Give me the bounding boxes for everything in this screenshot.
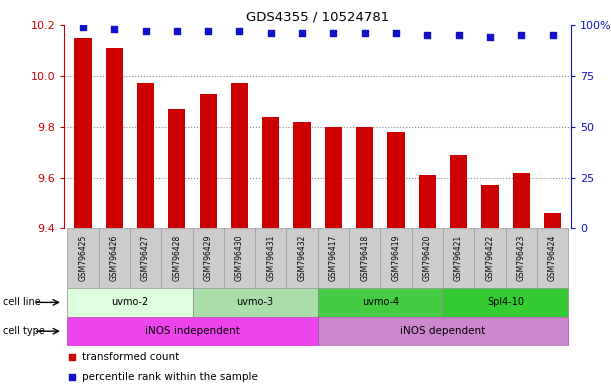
Point (485, 34, 495, 40)
Bar (443, 228, 474, 288)
Bar (419, 175, 436, 228)
Bar (255, 228, 287, 288)
Text: uvmo-3: uvmo-3 (236, 297, 274, 308)
Bar (318, 228, 349, 288)
Bar (67, 228, 98, 288)
Point (297, 30, 307, 36)
Bar (293, 122, 310, 228)
Text: GSM796419: GSM796419 (392, 235, 400, 281)
Bar (137, 83, 154, 228)
Point (391, 30, 401, 36)
Point (235, 28, 244, 34)
Point (329, 30, 338, 36)
Text: GSM796424: GSM796424 (548, 235, 557, 281)
Text: GSM796432: GSM796432 (298, 235, 307, 281)
Point (266, 30, 276, 36)
Text: GSM796420: GSM796420 (423, 235, 432, 281)
Bar (356, 127, 373, 228)
Bar (505, 228, 537, 288)
Bar (192, 288, 318, 317)
Text: GSM796427: GSM796427 (141, 235, 150, 281)
Text: GSM796423: GSM796423 (517, 235, 525, 281)
Text: GSM796421: GSM796421 (454, 235, 463, 281)
Point (141, 28, 150, 34)
Bar (200, 94, 217, 228)
Text: GSM796426: GSM796426 (110, 235, 119, 281)
Bar (412, 228, 443, 288)
Text: GSM796428: GSM796428 (172, 235, 181, 281)
Point (516, 32, 526, 38)
Text: uvmo-4: uvmo-4 (362, 297, 399, 308)
Text: iNOS dependent: iNOS dependent (400, 326, 486, 336)
Text: GSM796418: GSM796418 (360, 235, 369, 281)
Text: transformed count: transformed count (82, 352, 179, 362)
Point (172, 28, 181, 34)
Bar (387, 132, 404, 228)
Text: GSM796422: GSM796422 (485, 235, 494, 281)
Text: iNOS independent: iNOS independent (145, 326, 240, 336)
Text: cell line: cell line (3, 297, 41, 308)
Point (109, 26, 119, 32)
Bar (262, 117, 279, 228)
Bar (287, 228, 318, 288)
Bar (75, 38, 92, 228)
Bar (443, 288, 568, 317)
Point (78, 24, 88, 30)
Bar (67, 288, 192, 317)
Point (360, 30, 370, 36)
Point (203, 28, 213, 34)
Bar (161, 228, 192, 288)
Point (422, 32, 432, 38)
Text: percentile rank within the sample: percentile rank within the sample (82, 372, 258, 382)
Bar (106, 48, 123, 228)
Bar (544, 213, 561, 228)
Title: GDS4355 / 10524781: GDS4355 / 10524781 (246, 11, 389, 24)
Text: GSM796430: GSM796430 (235, 235, 244, 281)
Text: uvmo-2: uvmo-2 (111, 297, 148, 308)
Point (547, 32, 557, 38)
Point (454, 32, 464, 38)
Bar (537, 228, 568, 288)
Point (67, 374, 76, 380)
Bar (380, 228, 412, 288)
Bar (98, 228, 130, 288)
Bar (325, 127, 342, 228)
Bar (168, 109, 186, 228)
Text: cell type: cell type (3, 326, 45, 336)
Text: Spl4-10: Spl4-10 (487, 297, 524, 308)
Point (67, 354, 76, 360)
Bar (513, 172, 530, 228)
Text: GSM796431: GSM796431 (266, 235, 276, 281)
Bar (224, 228, 255, 288)
Bar (481, 185, 499, 228)
Bar (349, 228, 380, 288)
Text: GSM796417: GSM796417 (329, 235, 338, 281)
Bar (231, 83, 248, 228)
Bar (318, 288, 443, 317)
Bar (318, 317, 568, 346)
Text: GSM796425: GSM796425 (78, 235, 87, 281)
Bar (474, 228, 505, 288)
Bar (130, 228, 161, 288)
Text: GSM796429: GSM796429 (203, 235, 213, 281)
Bar (450, 155, 467, 228)
Bar (192, 228, 224, 288)
Bar (67, 317, 318, 346)
